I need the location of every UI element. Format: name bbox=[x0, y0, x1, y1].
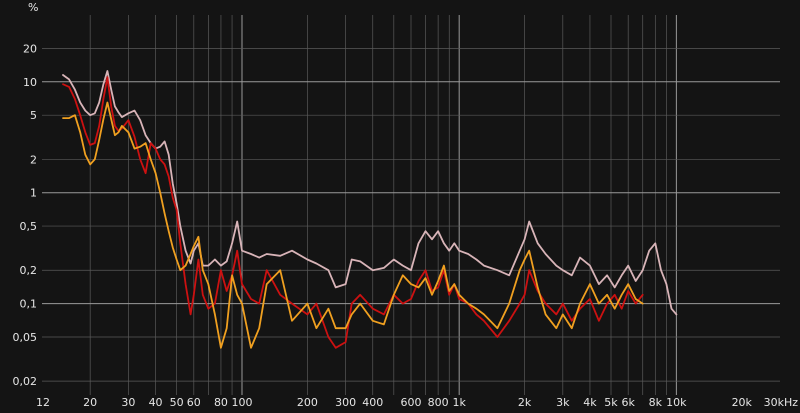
y-tick-label: 0,1 bbox=[20, 298, 38, 311]
x-tick-label: 400 bbox=[362, 396, 383, 409]
y-tick-label: 10 bbox=[23, 76, 37, 89]
y-tick-label: 20 bbox=[23, 42, 37, 55]
y-tick-label: 0,05 bbox=[13, 331, 38, 344]
x-tick-label: 30kHz bbox=[764, 396, 799, 409]
y-tick-labels: 20 10 5 2 1 0,5 0,2 0,1 0,05 0,02 bbox=[13, 42, 38, 388]
series-line-2 bbox=[62, 76, 644, 349]
y-tick-label: 0,02 bbox=[13, 375, 38, 388]
x-tick-label: 200 bbox=[297, 396, 318, 409]
y-tick-label: 0,5 bbox=[20, 220, 38, 233]
x-tick-label: 20 bbox=[83, 396, 97, 409]
y-tick-label: 0,2 bbox=[20, 264, 38, 277]
x-tick-label: 800 bbox=[428, 396, 449, 409]
x-tick-label: 10k bbox=[666, 396, 687, 409]
x-tick-labels: 12 20 30 40 50 60 80 100 200 300 400 600 800 1k 2k 3k 4k… bbox=[36, 396, 798, 409]
y-tick-label: 1 bbox=[30, 187, 37, 200]
x-tick-label: 2k bbox=[518, 396, 532, 409]
x-tick-label: 600 bbox=[401, 396, 422, 409]
x-tick-label: 5k bbox=[604, 396, 618, 409]
x-tick-label: 100 bbox=[231, 396, 252, 409]
x-tick-label: 40 bbox=[149, 396, 163, 409]
x-tick-label: 3k bbox=[556, 396, 570, 409]
x-tick-label: 50 bbox=[170, 396, 184, 409]
x-tick-label: 8k bbox=[649, 396, 663, 409]
x-tick-label: 4k bbox=[583, 396, 597, 409]
y-tick-label: 2 bbox=[30, 153, 37, 166]
x-tick-label: 80 bbox=[214, 396, 228, 409]
series-line-1 bbox=[62, 70, 678, 316]
x-tick-label: 1k bbox=[452, 396, 466, 409]
x-tick-label: 20k bbox=[732, 396, 753, 409]
y-tick-label: 5 bbox=[30, 109, 37, 122]
x-tick-label: 300 bbox=[335, 396, 356, 409]
series-lines bbox=[62, 70, 678, 349]
x-tick-label: 30 bbox=[121, 396, 135, 409]
x-tick-label: 12 bbox=[36, 396, 50, 409]
x-tick-label: 6k bbox=[622, 396, 636, 409]
grid bbox=[42, 15, 780, 395]
series-line-3 bbox=[62, 101, 644, 349]
x-tick-label: 60 bbox=[187, 396, 201, 409]
y-axis-unit-label: % bbox=[28, 1, 38, 14]
